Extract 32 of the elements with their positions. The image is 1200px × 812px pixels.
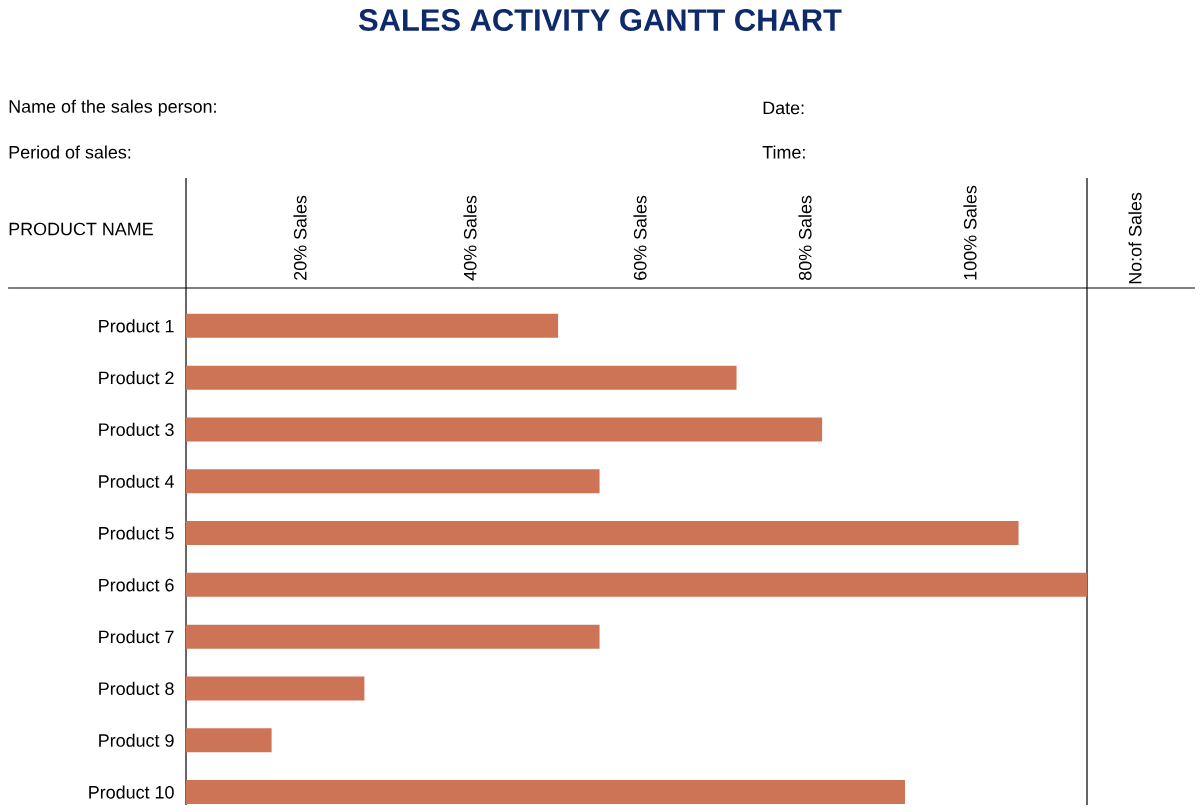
y-tick-label: Product 7: [99, 630, 174, 644]
text: 100% Sales: [963, 185, 977, 280]
chart-title: SALES ACTIVITY GANTT CHART: [358, 9, 842, 31]
y-axis-title: PRODUCT NAME: [9, 222, 153, 236]
text: Time:: [762, 145, 805, 159]
y-tick-label: Product 4: [99, 474, 174, 488]
y-tick-label: Product 8: [99, 681, 174, 696]
bar: [186, 728, 272, 753]
y-tick-label: Product 1: [99, 319, 174, 333]
bar: [186, 572, 1088, 597]
bar: [186, 780, 906, 805]
bar: [186, 676, 365, 701]
bar: [186, 521, 1019, 546]
y-tick-label: Product 2: [99, 371, 174, 385]
y-tick-label: Product 9: [99, 733, 174, 747]
bar: [186, 313, 559, 338]
text: 60% Sales: [633, 195, 647, 280]
y-tick-label: Product 6: [99, 578, 174, 592]
text: Date:: [763, 101, 804, 115]
y-tick-label: Product 3: [99, 422, 174, 437]
y-tick-label: Product 10: [89, 785, 174, 799]
bar: [186, 469, 600, 494]
bar: [186, 624, 600, 649]
text: Name of the sales person:: [9, 99, 216, 117]
text: Period of sales:: [9, 145, 131, 159]
text: No:of Sales: [1128, 192, 1142, 284]
text: 40% Sales: [463, 195, 477, 281]
bar: [186, 365, 737, 390]
text: 80% Sales: [798, 195, 812, 281]
bar: [186, 417, 823, 442]
y-tick-label: Product 5: [99, 526, 174, 540]
text: 20% Sales: [293, 195, 307, 280]
